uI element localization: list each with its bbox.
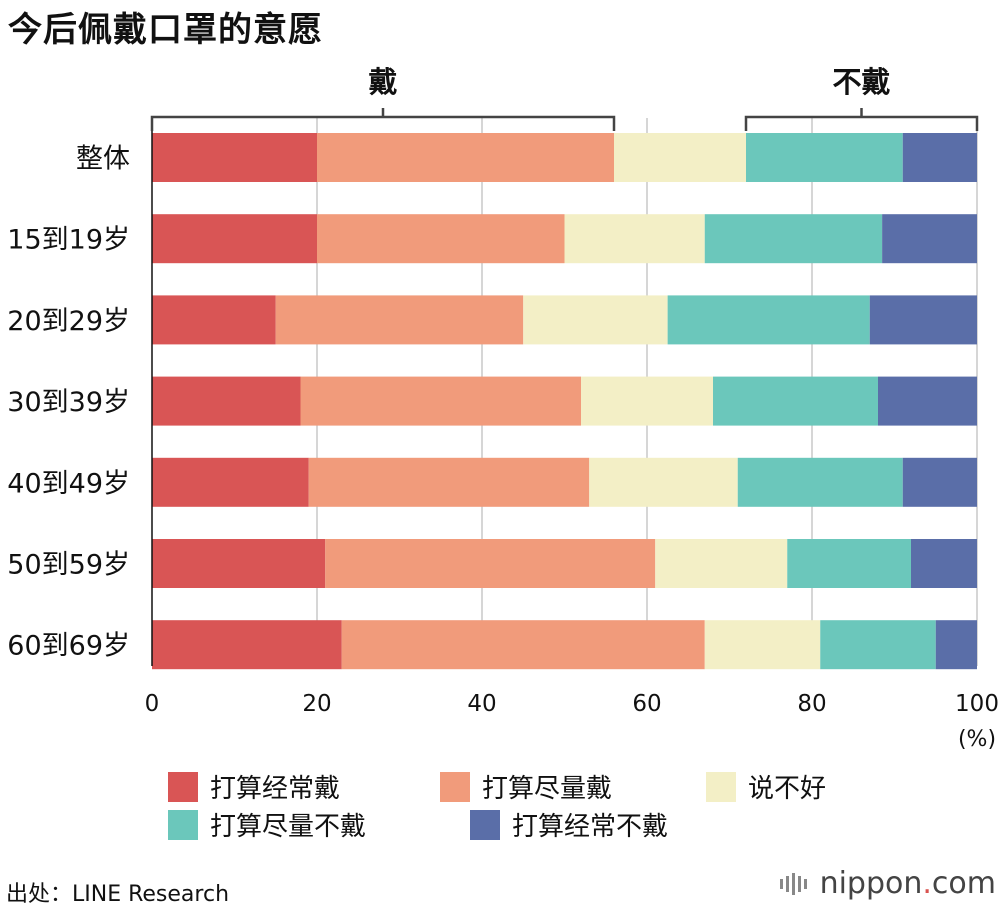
bar-segment-6-3 — [820, 620, 936, 670]
stacked-bar-chart: 整体 15到19岁 20到29岁 30到39岁 40到49岁 50到59岁 60到69岁 0 2… — [7, 65, 999, 752]
legend-swatch-often-wear — [168, 771, 198, 802]
bar-segment-1-2 — [564, 214, 705, 264]
bar-segment-3-3 — [713, 376, 878, 426]
bar-segment-1-0 — [152, 214, 317, 264]
bar-segment-3-2 — [581, 376, 713, 426]
bar-segment-4-0 — [152, 457, 309, 507]
brand-logo: nippon. com — [779, 866, 996, 901]
legend-label-often-not-wear: 打算经常不戴 — [512, 812, 669, 842]
legend-label-try-not-wear: 打算尽量不戴 — [210, 812, 367, 842]
bar-segment-1-4 — [882, 214, 977, 264]
x-tick-label-100: 100 — [955, 691, 999, 717]
bar-segment-0-4 — [902, 133, 977, 182]
x-tick-label-60: 60 — [632, 691, 661, 717]
source-note: 出处：LINE Research — [6, 882, 230, 907]
bar-segment-2-2 — [523, 295, 668, 345]
legend-swatch-often-not-wear — [470, 809, 500, 840]
category-label-4: 40到49岁 — [7, 468, 130, 499]
bar-segment-0-3 — [746, 133, 903, 182]
bar-segment-6-4 — [935, 620, 977, 670]
x-unit-label: (%) — [958, 727, 996, 752]
bar-segment-4-3 — [737, 457, 903, 507]
annotation-label-0: 戴 — [368, 65, 397, 99]
bar-segment-4-2 — [589, 457, 738, 507]
x-tick-label-0: 0 — [145, 691, 160, 717]
brand-stripes-icon — [779, 872, 810, 895]
brand-name: nippon — [819, 866, 923, 901]
legend-item-try-not-wear: 打算尽量不戴 — [168, 806, 366, 843]
legend-item-often-not-wear: 打算经常不戴 — [470, 806, 668, 843]
legend-label-often-wear: 打算经常戴 — [210, 774, 341, 804]
bar-segment-2-3 — [667, 295, 870, 345]
category-label-2: 20到29岁 — [7, 306, 130, 337]
bar-segment-2-4 — [869, 295, 977, 345]
bar-segment-6-0 — [152, 620, 342, 670]
bar-segment-4-1 — [308, 457, 590, 507]
annotation-bracket-0 — [150, 115, 616, 131]
bar-segment-0-2 — [614, 133, 746, 182]
legend-swatch-unsure — [706, 771, 736, 802]
category-label-1: 15到19岁 — [7, 225, 130, 256]
bar-segment-0-0 — [152, 133, 317, 182]
category-label-5: 50到59岁 — [7, 550, 130, 581]
bar-segment-5-4 — [911, 539, 977, 588]
bar-segment-1-1 — [317, 214, 565, 264]
legend-swatch-try-not-wear — [168, 809, 198, 840]
brand-dot: . — [922, 866, 932, 901]
legend-item-often-wear: 打算经常戴 — [168, 768, 340, 805]
x-tick-label-20: 20 — [302, 691, 331, 717]
category-label-6: 60到69岁 — [7, 631, 130, 662]
bar-segment-5-2 — [655, 539, 788, 588]
x-tick-label-40: 40 — [467, 691, 496, 717]
category-label-3: 30到39岁 — [7, 387, 130, 418]
legend-swatch-try-wear — [440, 771, 470, 802]
bar-segment-3-4 — [878, 376, 977, 426]
bar-segment-2-0 — [152, 295, 276, 345]
bar-segment-6-1 — [341, 620, 705, 670]
annotation-bracket-1 — [744, 115, 979, 131]
bar-segment-5-0 — [152, 539, 326, 588]
bar-segment-1-3 — [704, 214, 883, 264]
bar-segment-5-3 — [787, 539, 911, 588]
bar-segment-3-0 — [152, 376, 301, 426]
bar-segment-4-4 — [902, 457, 977, 507]
legend-label-unsure: 说不好 — [748, 774, 827, 804]
bar-segment-2-1 — [275, 295, 524, 345]
x-tick-label-80: 80 — [797, 691, 826, 717]
chart-title: 今后佩戴口罩的意愿 — [8, 10, 323, 50]
bar-segment-5-1 — [325, 539, 656, 588]
bar-segment-3-1 — [300, 376, 581, 426]
legend-item-unsure: 说不好 — [706, 768, 826, 805]
category-label-0: 整体 — [76, 144, 130, 175]
bar-segment-6-2 — [704, 620, 821, 670]
brand-tld: com — [931, 866, 996, 901]
bar-segment-0-1 — [317, 133, 614, 182]
legend-item-try-wear: 打算尽量戴 — [440, 768, 612, 805]
legend-label-try-wear: 打算尽量戴 — [482, 774, 613, 804]
annotation-label-1: 不戴 — [832, 65, 890, 99]
